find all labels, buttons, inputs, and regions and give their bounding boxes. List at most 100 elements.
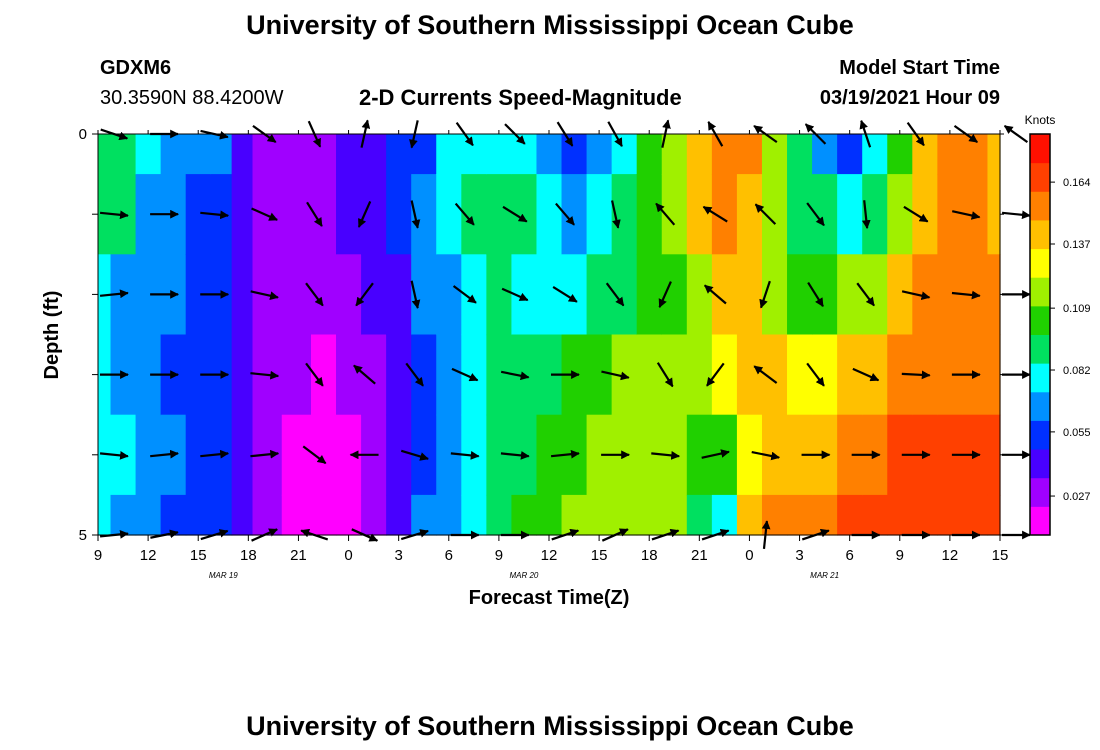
heatmap-cell bbox=[862, 494, 888, 536]
bottom-title: University of Southern Mississippi Ocean… bbox=[246, 711, 854, 741]
current-vector-arrow bbox=[903, 205, 929, 223]
heatmap-cell bbox=[336, 134, 362, 175]
heatmap-cell bbox=[386, 414, 412, 496]
heatmap-cell bbox=[536, 254, 563, 336]
heatmap-cell bbox=[98, 134, 112, 175]
heatmap-cell bbox=[231, 334, 254, 416]
colorbar-segment bbox=[1030, 420, 1050, 450]
current-vector-arrow bbox=[806, 202, 825, 227]
heatmap-cell bbox=[586, 174, 613, 255]
date-label: MAR 19 bbox=[209, 571, 238, 580]
colorbar-tick-label: 0.164 bbox=[1063, 177, 1091, 189]
x-tick-label: 18 bbox=[240, 547, 257, 564]
heatmap-cell bbox=[736, 254, 763, 336]
heatmap-cell bbox=[336, 334, 362, 416]
colorbar-segment bbox=[1030, 219, 1050, 250]
heatmap-cell bbox=[411, 494, 437, 536]
heatmap-cell bbox=[185, 494, 212, 536]
heatmap-cell bbox=[361, 134, 387, 175]
colorbar-unit-label: Knots bbox=[1025, 113, 1056, 127]
heatmap-cell bbox=[281, 494, 312, 536]
current-vector-arrow bbox=[302, 445, 327, 465]
heatmap-cell bbox=[636, 134, 663, 175]
heatmap-cell bbox=[862, 134, 888, 175]
colorbar-segment bbox=[1030, 477, 1050, 507]
heatmap-cell bbox=[98, 494, 112, 536]
current-vector-arrow bbox=[759, 280, 771, 309]
current-vector-arrow bbox=[806, 362, 825, 387]
current-vector-arrow bbox=[400, 449, 429, 461]
current-vector-arrow bbox=[451, 367, 479, 382]
heatmap-cell bbox=[281, 254, 312, 336]
heatmap-cell bbox=[787, 254, 813, 336]
current-vector-arrow bbox=[655, 202, 676, 226]
heatmap-cell bbox=[411, 134, 437, 175]
x-tick-label: 0 bbox=[745, 547, 753, 564]
heatmap-cell bbox=[987, 174, 1001, 255]
current-vector-arrow bbox=[454, 202, 475, 226]
heatmap-cell bbox=[912, 494, 938, 536]
heatmap-cell bbox=[912, 134, 938, 175]
current-vector-arrow bbox=[305, 282, 324, 307]
colorbar-segment bbox=[1030, 191, 1050, 221]
heatmap-cell bbox=[736, 414, 763, 496]
current-vector-arrow bbox=[251, 207, 278, 221]
heatmap-cell bbox=[386, 134, 412, 175]
heatmap-cell bbox=[711, 494, 738, 536]
current-vector-arrow bbox=[651, 451, 681, 460]
heatmap-cell bbox=[98, 414, 112, 496]
heatmap-cell bbox=[636, 494, 663, 536]
current-vector-arrow bbox=[250, 290, 279, 301]
heatmap-cell bbox=[135, 134, 162, 175]
heatmap-cell bbox=[711, 134, 738, 175]
current-vector-arrow bbox=[951, 290, 981, 300]
heatmap-cell bbox=[135, 494, 162, 536]
x-tick-label: 6 bbox=[445, 547, 453, 564]
heatmap-cell bbox=[252, 134, 283, 175]
heatmap-cell bbox=[461, 494, 487, 536]
heatmap-cell bbox=[812, 494, 838, 536]
model-start-value: 03/19/2021 Hour 09 bbox=[819, 87, 1000, 109]
heatmap-cell bbox=[686, 174, 713, 255]
current-vector-arrow bbox=[852, 367, 880, 382]
heatmap-cell bbox=[511, 494, 538, 536]
current-vector-arrow bbox=[856, 282, 875, 307]
colorbar-segment bbox=[1030, 334, 1050, 364]
x-tick-label: 0 bbox=[344, 547, 352, 564]
x-tick-label: 21 bbox=[691, 547, 708, 564]
heatmap-cell bbox=[336, 254, 362, 336]
heatmap-cell bbox=[611, 494, 638, 536]
current-vector-arrow bbox=[951, 210, 981, 220]
heatmap-cell bbox=[787, 134, 813, 175]
x-axis-title: Forecast Time(Z) bbox=[469, 587, 630, 609]
heatmap-cell bbox=[987, 134, 1001, 175]
x-tick-label: 21 bbox=[290, 547, 307, 564]
heatmap-cell bbox=[561, 494, 588, 536]
current-vector-arrow bbox=[150, 449, 179, 459]
current-vector-arrow bbox=[901, 370, 931, 380]
current-vector-arrow bbox=[702, 205, 728, 223]
heatmap-cell bbox=[336, 174, 362, 255]
top-title: University of Southern Mississippi Ocean… bbox=[246, 10, 854, 40]
current-vector-arrow bbox=[305, 362, 324, 387]
heatmap-cell bbox=[586, 134, 613, 175]
current-vector-arrow bbox=[550, 449, 580, 459]
current-vector-arrow bbox=[658, 281, 672, 308]
current-vector-arrow bbox=[1003, 124, 1029, 144]
heatmap-cell bbox=[436, 174, 462, 255]
heatmap-cell bbox=[837, 494, 863, 536]
colorbar-segment bbox=[1030, 162, 1050, 192]
heatmap-cell bbox=[486, 254, 513, 336]
x-tick-label: 9 bbox=[495, 547, 503, 564]
heatmap-cell bbox=[812, 134, 838, 175]
date-label: MAR 21 bbox=[810, 571, 839, 580]
heatmap-cell bbox=[636, 174, 663, 255]
colorbar-segment bbox=[1030, 248, 1050, 278]
colorbar-tick-label: 0.027 bbox=[1063, 491, 1091, 503]
heatmap-cell bbox=[536, 134, 563, 175]
heatmap-cell bbox=[987, 254, 1001, 336]
current-vector-arrow bbox=[250, 370, 280, 380]
colorbar-segment bbox=[1030, 305, 1050, 335]
heatmap-cell bbox=[310, 134, 337, 175]
current-vector-arrow bbox=[405, 362, 424, 387]
